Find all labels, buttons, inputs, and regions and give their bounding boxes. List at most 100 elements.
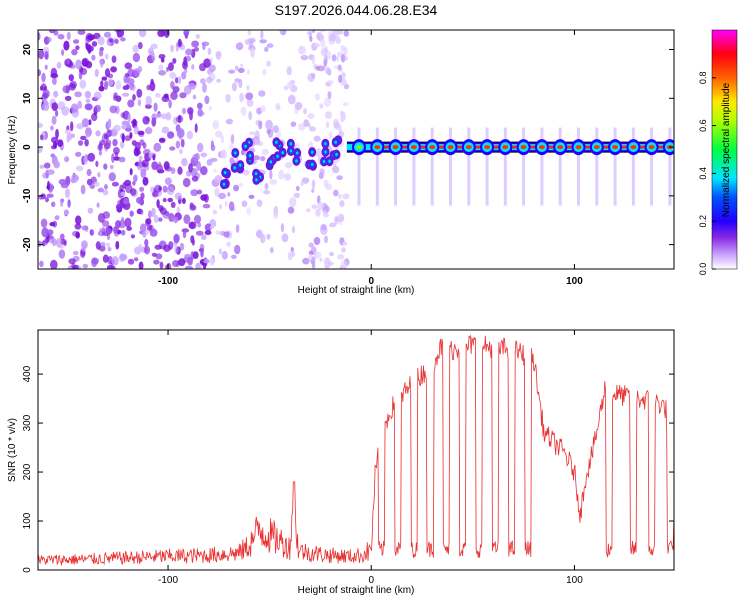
noise-speck <box>150 78 154 84</box>
carrier-streak <box>522 127 526 206</box>
noise-speck <box>215 130 223 138</box>
noise-speck <box>230 134 235 144</box>
noise-speck <box>99 140 106 146</box>
noise-speck <box>181 157 188 167</box>
noise-speck <box>115 220 121 229</box>
noise-speck <box>249 131 256 136</box>
noise-speck <box>133 174 138 183</box>
noise-speck <box>98 49 104 57</box>
noise-speck <box>165 112 172 121</box>
transition-blob-peak <box>248 154 252 158</box>
noise-speck <box>158 70 167 76</box>
noise-speck <box>227 192 231 197</box>
noise-speck <box>78 140 84 146</box>
noise-speck <box>146 84 151 91</box>
noise-speck <box>118 156 126 163</box>
noise-speck <box>166 185 175 196</box>
noise-speck <box>127 113 131 123</box>
noise-speck <box>247 30 251 36</box>
noise-speck <box>103 31 112 38</box>
noise-speck <box>339 200 345 207</box>
noise-speck <box>220 135 224 144</box>
carrier-streak <box>631 127 635 206</box>
x-tick-label: -100 <box>158 575 178 586</box>
noise-speck <box>138 159 143 169</box>
noise-speck <box>228 69 236 74</box>
noise-speck <box>324 97 332 107</box>
noise-speck <box>121 216 125 225</box>
noise-speck <box>102 254 109 263</box>
noise-speck <box>73 264 79 269</box>
noise-speck <box>137 99 141 107</box>
noise-speck <box>264 46 269 53</box>
noise-speck <box>280 223 284 233</box>
noise-speck <box>250 48 255 58</box>
noise-speck <box>306 208 311 213</box>
noise-speck <box>240 106 247 116</box>
noise-speck <box>50 73 59 79</box>
noise-speck <box>210 225 214 230</box>
noise-speck <box>311 72 316 79</box>
noise-speck <box>161 95 170 103</box>
noise-speck <box>75 215 82 225</box>
noise-speck <box>260 156 266 162</box>
noise-speck <box>201 234 207 241</box>
noise-speck <box>60 233 65 241</box>
noise-speck <box>181 107 187 115</box>
noise-speck <box>136 88 143 98</box>
noise-speck <box>212 120 220 130</box>
noise-speck <box>172 58 177 64</box>
noise-speck <box>340 45 346 52</box>
noise-speck <box>327 69 332 76</box>
noise-speck <box>325 183 333 191</box>
noise-speck <box>139 186 145 192</box>
noise-speck <box>115 240 120 250</box>
y-tick-label: -20 <box>22 237 33 252</box>
noise-speck <box>121 120 130 126</box>
noise-speck <box>185 48 193 56</box>
colorbar-tick-label: 0.4 <box>698 167 708 180</box>
noise-speck <box>340 53 346 63</box>
carrier-blob-core <box>447 145 454 150</box>
noise-speck <box>256 229 263 239</box>
noise-speck <box>258 120 263 130</box>
noise-speck <box>113 95 117 101</box>
noise-speck <box>132 44 139 53</box>
noise-speck <box>311 260 316 269</box>
noise-speck <box>150 43 158 50</box>
spectrogram-ylabel: Frequency (Hz) <box>7 116 18 185</box>
noise-speck <box>225 118 233 125</box>
noise-speck <box>85 98 91 103</box>
noise-speck <box>146 224 153 231</box>
noise-speck <box>300 181 304 187</box>
noise-speck <box>191 64 195 70</box>
noise-speck <box>195 34 200 39</box>
noise-speck <box>63 241 67 247</box>
noise-speck <box>71 49 78 56</box>
noise-speck <box>38 122 43 128</box>
noise-speck <box>246 98 254 108</box>
noise-speck <box>286 81 295 89</box>
noise-speck <box>234 244 241 255</box>
noise-speck <box>121 229 126 236</box>
noise-speck <box>81 225 89 231</box>
carrier-blob-core <box>356 145 362 150</box>
noise-speck <box>132 52 141 63</box>
noise-speck <box>106 228 112 235</box>
noise-speck <box>64 95 72 101</box>
transition-blob-peak <box>289 142 292 146</box>
noise-speck <box>57 101 66 110</box>
y-tick-label: 100 <box>22 512 33 529</box>
noise-speck <box>108 172 117 182</box>
noise-speck <box>66 58 70 65</box>
noise-speck <box>256 199 263 207</box>
noise-speck <box>164 166 172 172</box>
noise-speck <box>174 245 179 255</box>
y-tick-label: 0 <box>22 567 33 573</box>
noise-speck <box>337 30 344 35</box>
spectrogram-xlabel: Height of straight line (km) <box>298 285 415 296</box>
noise-speck <box>266 43 274 48</box>
noise-speck <box>123 197 130 205</box>
noise-speck <box>266 60 271 67</box>
noise-speck <box>179 242 185 251</box>
